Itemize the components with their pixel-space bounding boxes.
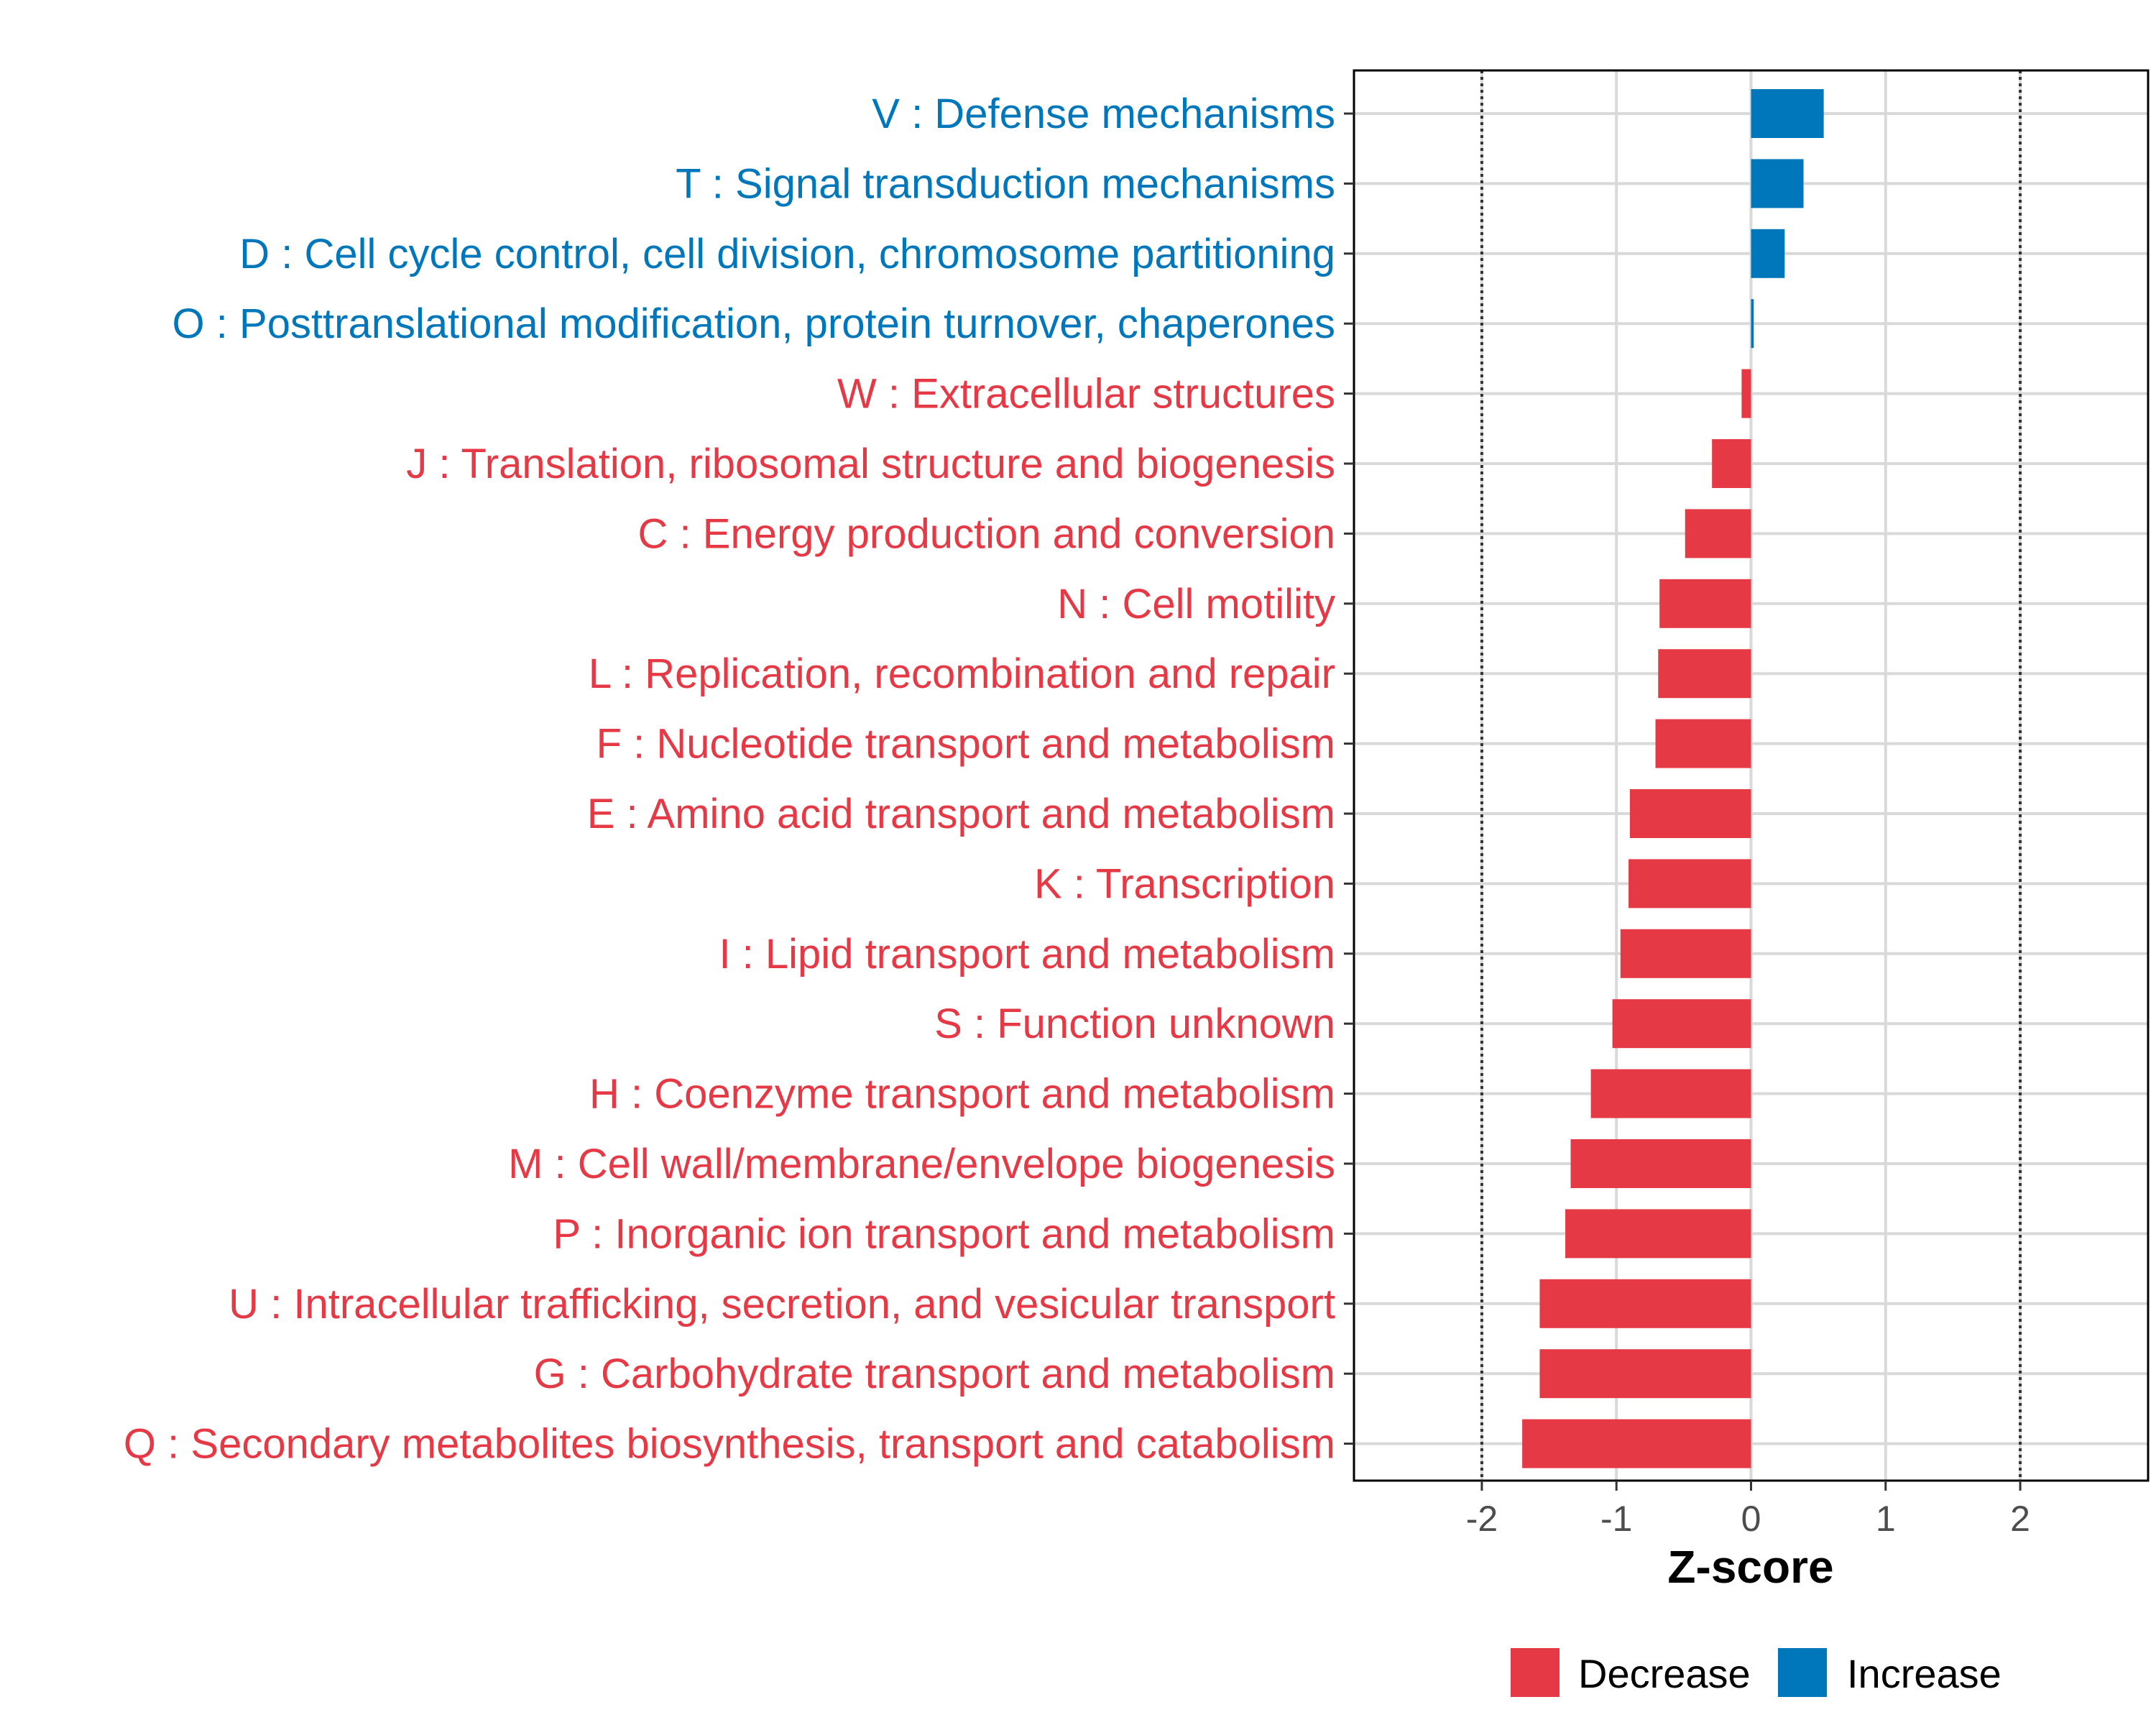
x-tick-label: -2 [1466,1499,1498,1539]
category-label: E : Amino acid transport and metabolism [587,791,1335,837]
bar [1629,789,1751,838]
category-label: V : Defense mechanisms [872,91,1335,137]
y-axis-ticks [1344,112,1354,1445]
legend-label-increase: Increase [1847,1651,2001,1696]
category-label: T : Signal transduction mechanisms [676,160,1335,207]
bar [1539,1349,1751,1399]
category-label: N : Cell motility [1057,581,1335,627]
category-label: G : Carbohydrate transport and metabolis… [534,1351,1335,1397]
bar [1612,999,1751,1049]
bar [1570,1139,1751,1188]
bar [1751,89,1824,138]
category-label: J : Translation, ribosomal structure and… [406,441,1335,487]
bar [1590,1069,1751,1118]
category-label: L : Replication, recombination and repai… [589,650,1335,697]
category-label: I : Lipid transport and metabolism [719,931,1335,978]
bar [1741,369,1751,418]
reference-lines [1480,70,2022,1481]
category-label: O : Posttranslational modification, prot… [172,300,1335,347]
category-label: W : Extracellular structures [837,371,1335,418]
bar [1751,229,1785,278]
bar [1751,159,1804,208]
category-labels: V : Defense mechanisms T : Signal transdu… [124,91,1335,1468]
category-label: F : Nucleotide transport and metabolism [596,721,1335,768]
bar [1751,299,1754,349]
bar [1620,929,1751,978]
bar [1712,439,1751,488]
legend-swatch-increase [1778,1648,1827,1697]
bar [1522,1419,1751,1468]
bar [1628,859,1751,908]
x-tick-label: -1 [1600,1499,1632,1539]
category-label: D : Cell cycle control, cell division, c… [239,231,1335,277]
x-tick-label: 2 [2010,1499,2030,1539]
bar [1658,649,1751,699]
bar [1685,509,1751,558]
x-axis-title: Z-score [1667,1541,1833,1593]
category-label: C : Energy production and conversion [638,510,1335,557]
grid-lines [1354,70,2148,1481]
bar [1565,1209,1751,1259]
legend-swatch-decrease [1511,1648,1560,1697]
category-label: U : Intracellular trafficking, secretion… [229,1281,1335,1328]
legend: Decrease Increase [1511,1648,2001,1697]
category-label: K : Transcription [1034,860,1335,907]
x-axis-ticks: -2 -1 0 1 2 [1466,1481,2030,1539]
legend-label-decrease: Decrease [1578,1651,1751,1696]
bar [1655,719,1751,768]
x-tick-label: 1 [1876,1499,1896,1539]
category-label: H : Coenzyme transport and metabolism [589,1071,1335,1118]
bar [1539,1279,1751,1328]
category-label: M : Cell wall/membrane/envelope biogenes… [508,1141,1335,1187]
category-label: P : Inorganic ion transport and metaboli… [553,1210,1335,1257]
bar [1659,579,1751,628]
bars [1522,89,1824,1468]
x-tick-label: 0 [1741,1499,1761,1539]
category-label: S : Function unknown [934,1000,1335,1047]
category-label: Q : Secondary metabolites biosynthesis, … [124,1421,1335,1468]
